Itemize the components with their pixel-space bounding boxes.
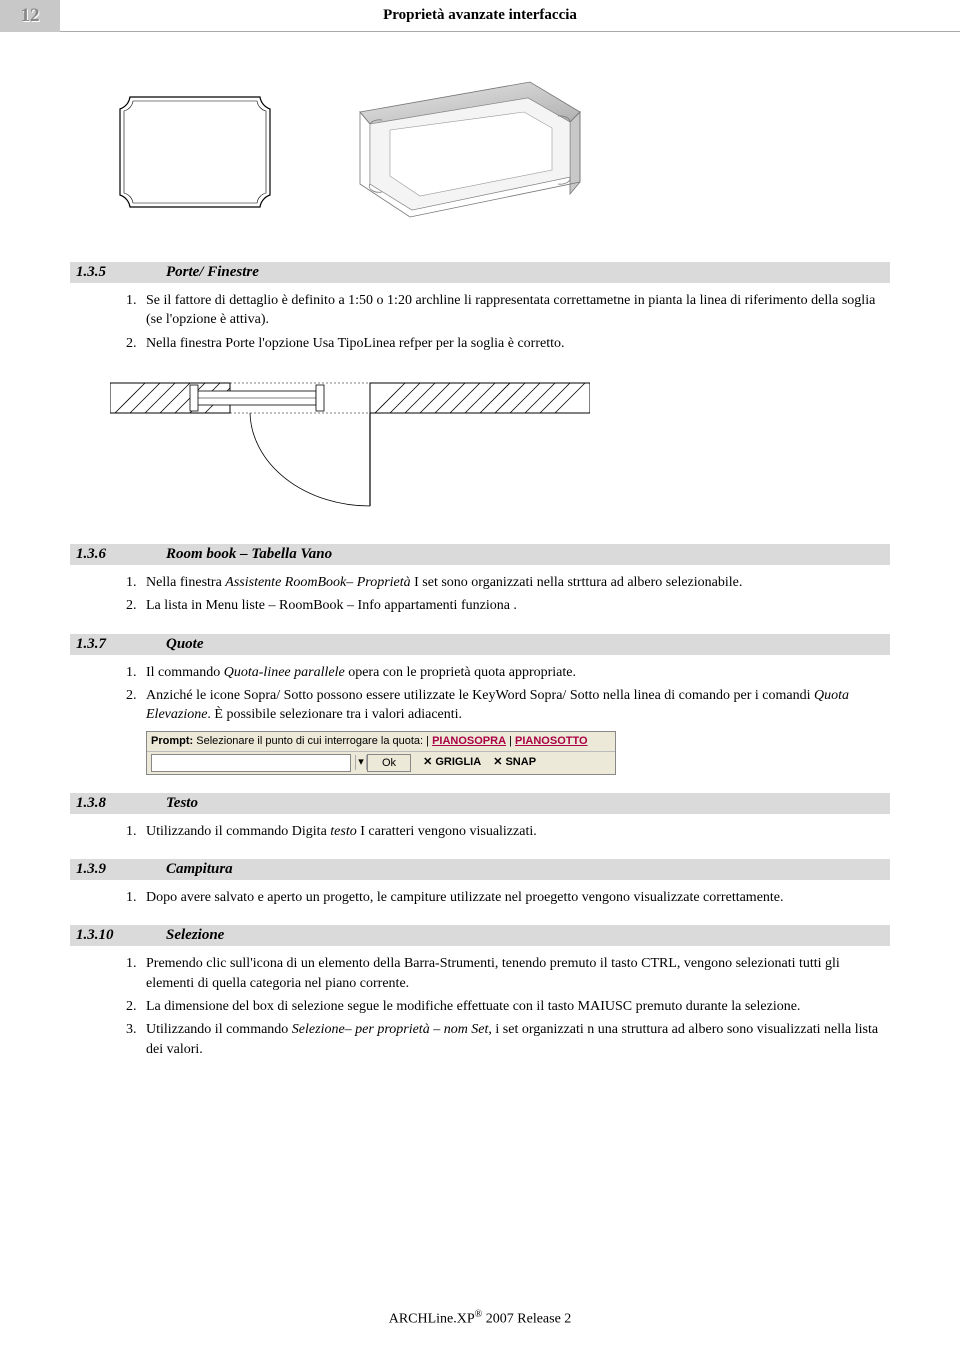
list-item: Dopo avere salvato e aperto un progetto,… [140,888,890,907]
section-number: 1.3.6 [76,546,136,563]
section-list: Se il fattore di dettaglio è definito a … [140,291,890,353]
section-138: 1.3.8 Testo Utilizzando il commando Digi… [70,793,890,841]
section-list: Il commando Quota-linee parallele opera … [140,663,890,775]
section-list: Dopo avere salvato e aperto un progetto,… [140,888,890,907]
footer-rest: 2007 Release 2 [482,1312,571,1327]
section-heading: 1.3.6 Room book – Tabella Vano [70,544,890,565]
prompt-dropdown-icon[interactable]: ▾ [355,755,367,770]
section-number: 1.3.10 [76,927,136,944]
griglia-checkbox[interactable]: ✕ GRIGLIA [423,755,481,770]
page-header: 12 Proprietà avanzate interfaccia [0,0,960,32]
section-1310: 1.3.10 Selezione Premendo clic sull'icon… [70,925,890,1059]
list-item: Premendo clic sull'icona di un elemento … [140,954,890,993]
ok-button[interactable]: Ok [367,754,411,772]
header-title: Proprietà avanzate interfaccia [60,7,960,24]
list-item: Se il fattore di dettaglio è definito a … [140,291,890,330]
section-title: Testo [166,795,198,812]
prompt-input-row: ▾ Ok ✕ GRIGLIA ✕ SNAP [147,752,615,774]
page-footer: ARCHLine.XP® 2007 Release 2 [0,1309,960,1328]
section-heading: 1.3.5 Porte/ Finestre [70,262,890,283]
page-number: 12 [0,0,60,32]
footer-product: ARCHLine.XP [389,1312,475,1327]
list-item: Anziché le icone Sopra/ Sotto possono es… [140,686,890,775]
section-heading: 1.3.8 Testo [70,793,890,814]
section-list: Nella finestra Assistente RoomBook– Prop… [140,573,890,616]
section-list: Utilizzando il commando Digita testo I c… [140,822,890,841]
section-number: 1.3.5 [76,264,136,281]
prompt-label: Prompt: [151,735,193,747]
section-title: Selezione [166,927,224,944]
section-list: Premendo clic sull'icona di un elemento … [140,954,890,1059]
page-content: 1.3.5 Porte/ Finestre Se il fattore di d… [0,72,960,1059]
figure-row [110,72,890,232]
section-139: 1.3.9 Campitura Dopo avere salvato e ape… [70,859,890,907]
section-heading: 1.3.7 Quote [70,634,890,655]
list-item: La lista in Menu liste – RoomBook – Info… [140,596,890,615]
prompt-input[interactable] [151,754,351,772]
list-item: Utilizzando il commando Selezione– per p… [140,1020,890,1059]
section-heading: 1.3.9 Campitura [70,859,890,880]
section-number: 1.3.8 [76,795,136,812]
door-plan-diagram [110,371,890,526]
list-item: La dimensione del box di selezione segue… [140,997,890,1016]
section-136: 1.3.6 Room book – Tabella Vano Nella fin… [70,544,890,616]
prompt-text: Selezionare il punto di cui interrogare … [196,735,429,747]
section-title: Room book – Tabella Vano [166,546,332,563]
section-number: 1.3.7 [76,636,136,653]
section-number: 1.3.9 [76,861,136,878]
list-item: Nella finestra Assistente RoomBook– Prop… [140,573,890,592]
section-title: Quote [166,636,204,653]
prompt-link-pianosotto[interactable]: PIANOSOTTO [515,735,588,747]
list-item: Nella finestra Porte l'opzione Usa TipoL… [140,334,890,353]
snap-checkbox[interactable]: ✕ SNAP [493,755,536,770]
figure-3d-frame [320,72,610,232]
prompt-toolbar: Prompt: Selezionare il punto di cui inte… [146,731,616,775]
prompt-message-row: Prompt: Selezionare il punto di cui inte… [147,732,615,752]
section-title: Campitura [166,861,233,878]
section-135: 1.3.5 Porte/ Finestre Se il fattore di d… [70,262,890,353]
section-137: 1.3.7 Quote Il commando Quota-linee para… [70,634,890,775]
list-item: Il commando Quota-linee parallele opera … [140,663,890,682]
list-item: Utilizzando il commando Digita testo I c… [140,822,890,841]
figure-2d-frame [110,87,280,217]
section-heading: 1.3.10 Selezione [70,925,890,946]
prompt-link-pianosopra[interactable]: PIANOSOPRA [432,735,506,747]
section-title: Porte/ Finestre [166,264,259,281]
